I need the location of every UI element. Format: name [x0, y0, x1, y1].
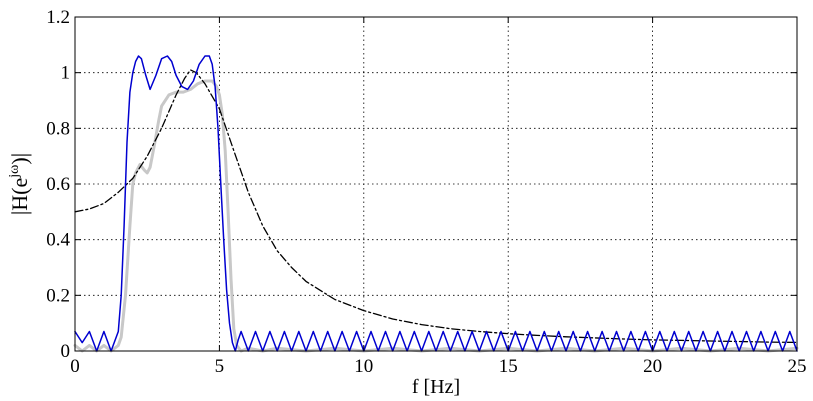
x-axis-label: f [Hz] — [412, 376, 460, 398]
y-tick-label: 0.8 — [46, 118, 70, 139]
y-tick-label: 0 — [61, 341, 71, 362]
y-axis-label-sup: jω — [7, 165, 22, 179]
y-tick-label: 0.2 — [46, 285, 70, 306]
y-axis-label-pre: |H(e — [7, 178, 32, 215]
y-tick-label: 0.4 — [46, 230, 70, 251]
x-tick-label: 10 — [354, 356, 373, 377]
x-tick-label: 25 — [788, 356, 807, 377]
x-tick-label: 0 — [70, 356, 80, 377]
x-tick-label: 20 — [643, 356, 662, 377]
y-axis-label-post: )| — [7, 153, 32, 165]
x-tick-label: 5 — [215, 356, 225, 377]
x-tick-label: 15 — [499, 356, 518, 377]
dashdot-series-line — [74, 69, 798, 344]
x-tick-labels: 0 5 10 15 20 25 — [70, 356, 806, 377]
axis-ticks — [74, 16, 798, 352]
gray-series-line — [73, 79, 799, 353]
series-group — [73, 55, 799, 353]
y-axis-label: |H(ejω)| — [7, 153, 32, 215]
y-tick-label: 0.6 — [46, 174, 70, 195]
blue-series-line — [74, 55, 798, 352]
y-tick-label: 1 — [61, 63, 71, 84]
grid-lines — [75, 17, 797, 351]
y-tick-label: 1.2 — [46, 7, 70, 28]
y-tick-labels: 0 0.2 0.4 0.6 0.8 1 1.2 — [46, 7, 70, 362]
